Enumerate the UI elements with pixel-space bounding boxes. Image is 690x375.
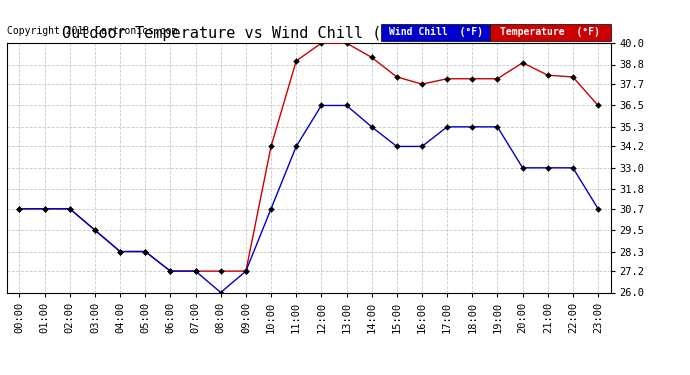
Text: Wind Chill  (°F): Wind Chill (°F): [388, 27, 482, 38]
FancyBboxPatch shape: [490, 24, 611, 40]
Text: Copyright 2013 Cartronics.com: Copyright 2013 Cartronics.com: [7, 26, 177, 36]
FancyBboxPatch shape: [381, 24, 490, 40]
Title: Outdoor Temperature vs Wind Chill (24 Hours)  20131202: Outdoor Temperature vs Wind Chill (24 Ho…: [62, 26, 555, 40]
Text: Temperature  (°F): Temperature (°F): [500, 27, 600, 38]
